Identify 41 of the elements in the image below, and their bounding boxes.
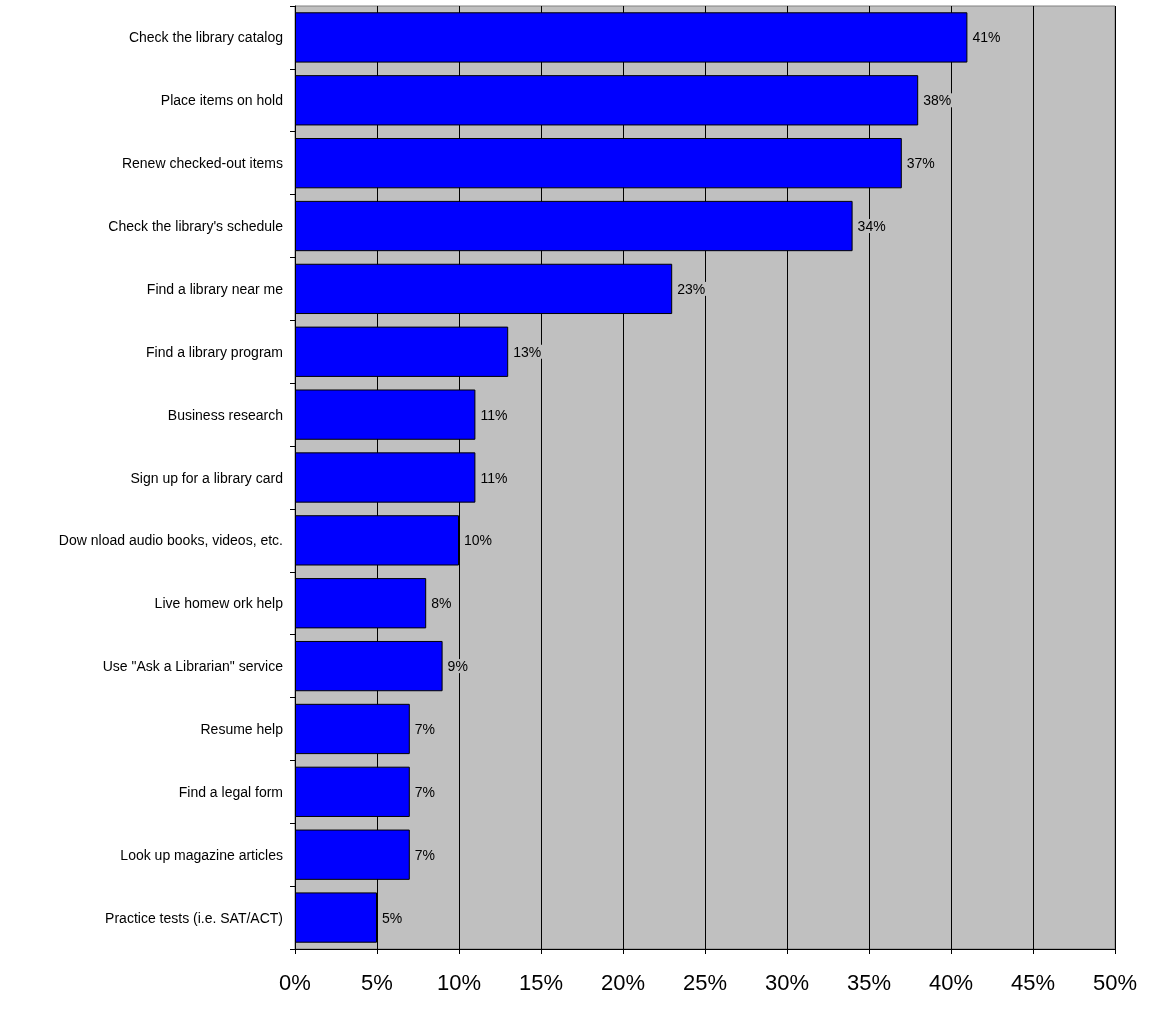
data-label: 7%	[414, 783, 436, 800]
y-tick-label: Dow nload audio books, videos, etc.	[58, 532, 283, 549]
x-tick-label: 5%	[361, 969, 393, 995]
y-tick-label: Look up magazine articles	[120, 846, 283, 863]
x-tick-label: 35%	[846, 969, 892, 995]
y-tick-label: Sign up for a library card	[130, 469, 283, 486]
y-tick-label: Practice tests (i.e. SAT/ACT)	[105, 909, 283, 926]
data-label: 38%	[923, 92, 952, 109]
y-tick-label: Renew checked-out items	[121, 155, 283, 172]
data-label: 5%	[382, 909, 403, 926]
y-tick-label: Find a legal form	[178, 783, 283, 800]
y-tick-label: Live homew ork help	[154, 595, 284, 612]
data-label: 23%	[677, 280, 706, 297]
x-tick-label: 20%	[600, 969, 646, 995]
data-label: 34%	[857, 218, 886, 235]
x-tick-label: 15%	[518, 969, 564, 995]
y-tick-label: Find a library program	[146, 343, 283, 360]
y-tick-label: Place items on hold	[160, 92, 283, 109]
y-tick-label: Resume help	[200, 720, 284, 737]
data-label: 10%	[464, 532, 493, 549]
y-tick-label: Check the library's schedule	[108, 218, 284, 235]
data-label: 7%	[414, 720, 436, 737]
x-tick-label: 45%	[1010, 969, 1056, 995]
data-label: 13%	[513, 343, 542, 360]
data-label: 11%	[480, 406, 508, 423]
data-label: 37%	[906, 155, 935, 172]
x-tick-label: 10%	[436, 969, 482, 995]
data-label: 41%	[972, 29, 1001, 46]
data-label: 9%	[447, 658, 468, 675]
y-tick-label: Find a library near me	[146, 280, 284, 297]
x-tick-label: 50%	[1092, 969, 1138, 995]
data-label: 8%	[431, 595, 452, 612]
y-tick-label: Check the library catalog	[128, 29, 283, 46]
x-tick-label: 25%	[682, 969, 728, 995]
data-label: 7%	[414, 846, 436, 863]
y-tick-label: Business research	[167, 406, 283, 423]
y-tick-label: Use "Ask a Librarian" service	[102, 658, 284, 675]
data-label: 11%	[480, 469, 508, 486]
x-tick-label: 0%	[279, 969, 311, 995]
x-tick-label: 30%	[764, 969, 810, 995]
x-tick-label: 40%	[928, 969, 974, 995]
